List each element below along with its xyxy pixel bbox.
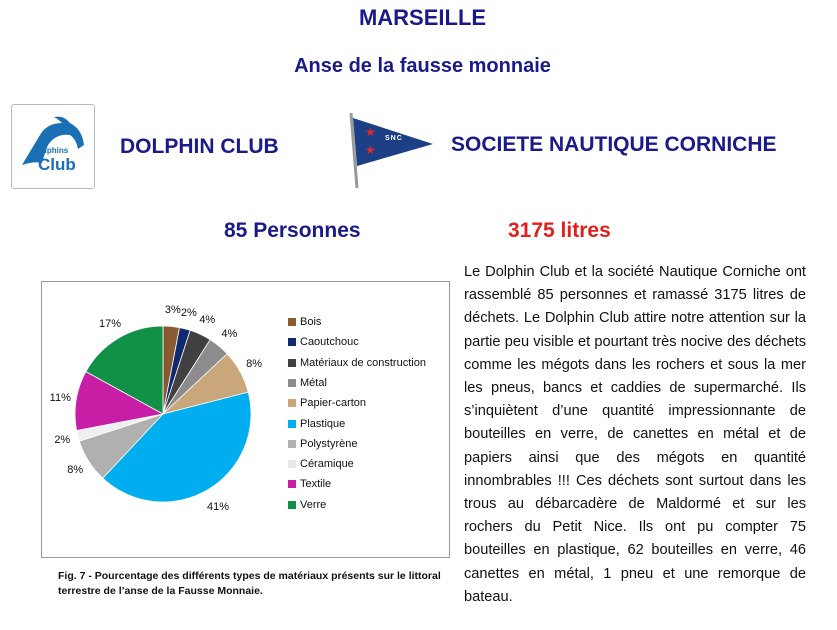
dolphin-logo-line1: Dolphins (34, 146, 69, 155)
pie-data-label: 41% (206, 500, 229, 513)
description-paragraph: Le Dolphin Club et la société Nautique C… (464, 264, 806, 605)
pie-data-label: 2% (180, 307, 197, 320)
legend-label: Céramique (300, 458, 354, 471)
legend-item: Polystyrène (288, 438, 357, 450)
legend-swatch (288, 439, 296, 448)
legend-swatch (288, 399, 296, 408)
pie-data-label: 8% (67, 463, 84, 476)
legend-swatch (288, 480, 296, 489)
snc-flag-logo: ★ ★ SNC (345, 110, 435, 190)
pie-data-label: 4% (221, 327, 238, 340)
legend-item: Caoutchouc (288, 336, 359, 348)
legend-label: Métal (300, 376, 327, 389)
dolphin-club-name: DOLPHIN CLUB (120, 135, 279, 158)
legend-item: Papier-carton (288, 397, 366, 409)
legend-item: Métal (288, 377, 327, 389)
legend-label: Verre (300, 498, 327, 511)
legend-label: Caoutchouc (300, 336, 359, 349)
pie-data-label: 4% (199, 313, 216, 326)
dolphin-club-logo: Dolphins Club (11, 104, 95, 189)
pie-data-label: 2% (54, 433, 71, 446)
legend-label: Plastique (300, 417, 346, 430)
pie-chart: Bois Caoutchouc Matériaux de construction M… (41, 281, 450, 558)
legend-item: Verre (288, 499, 326, 511)
legend-item: Bois (288, 316, 321, 328)
pie-data-label: 17% (99, 318, 122, 331)
figure-caption: Fig. 7 - Pourcentage des différents type… (58, 570, 441, 597)
legend-label: Papier-carton (300, 397, 367, 410)
pie-data-label: 8% (246, 357, 263, 370)
legend-swatch (288, 378, 296, 387)
snc-name: SOCIETE NAUTIQUE CORNICHE (451, 133, 777, 156)
pie-slice-plastique (102, 391, 252, 503)
pie-svg (74, 325, 252, 503)
legend-swatch (288, 338, 296, 347)
persons-count: 85 Personnes (224, 219, 361, 242)
pie-slice-verre (85, 325, 164, 415)
legend-swatch (288, 358, 296, 367)
page-subtitle: Anse de la fausse monnaie (294, 55, 551, 77)
legend-label: Textile (300, 478, 332, 491)
legend-item: Textile (288, 478, 331, 490)
dolphin-logo-line2: Club (38, 155, 76, 174)
litres-count: 3175 litres (508, 219, 611, 242)
legend-item: Céramique (288, 458, 354, 470)
legend-swatch (288, 500, 296, 509)
legend-label: Polystyrène (300, 437, 358, 450)
pie-data-label: 3% (164, 304, 181, 317)
snc-logo-text: SNC (385, 135, 403, 142)
page-title: MARSEILLE (358, 5, 487, 30)
legend-item: Matériaux de construction (288, 357, 426, 369)
legend-label: Bois (300, 316, 322, 328)
legend-label: Matériaux de construction (300, 356, 426, 369)
legend-item: Plastique (288, 418, 345, 430)
svg-text:★: ★ (365, 143, 376, 157)
legend-swatch (288, 318, 296, 326)
svg-text:★: ★ (365, 125, 376, 139)
legend-swatch (288, 460, 296, 469)
pie-data-label: 11% (49, 391, 71, 404)
legend-swatch (288, 419, 296, 428)
